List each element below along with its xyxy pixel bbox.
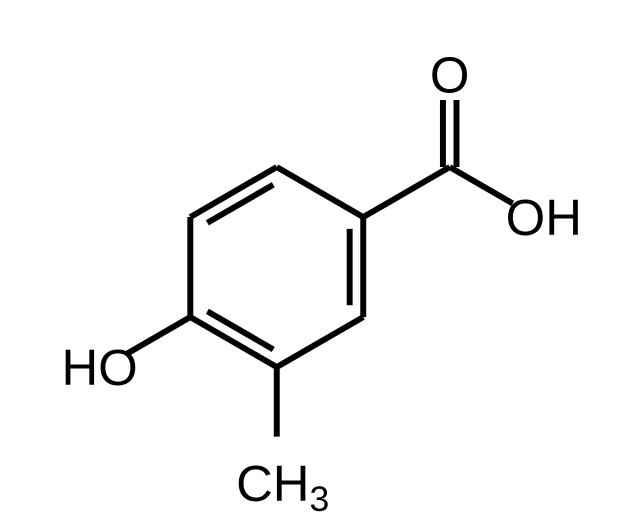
atom-label-O8: O — [430, 46, 470, 103]
bond — [277, 167, 363, 217]
atom-label-O10: HO — [61, 339, 137, 396]
bond — [450, 167, 513, 203]
bond — [277, 317, 363, 367]
molecule-diagram: O OH HO CH3 — [0, 0, 640, 518]
atom-label-O9: OH — [506, 189, 582, 246]
bond — [363, 167, 449, 217]
atom-label-C11: CH3 — [236, 455, 329, 518]
